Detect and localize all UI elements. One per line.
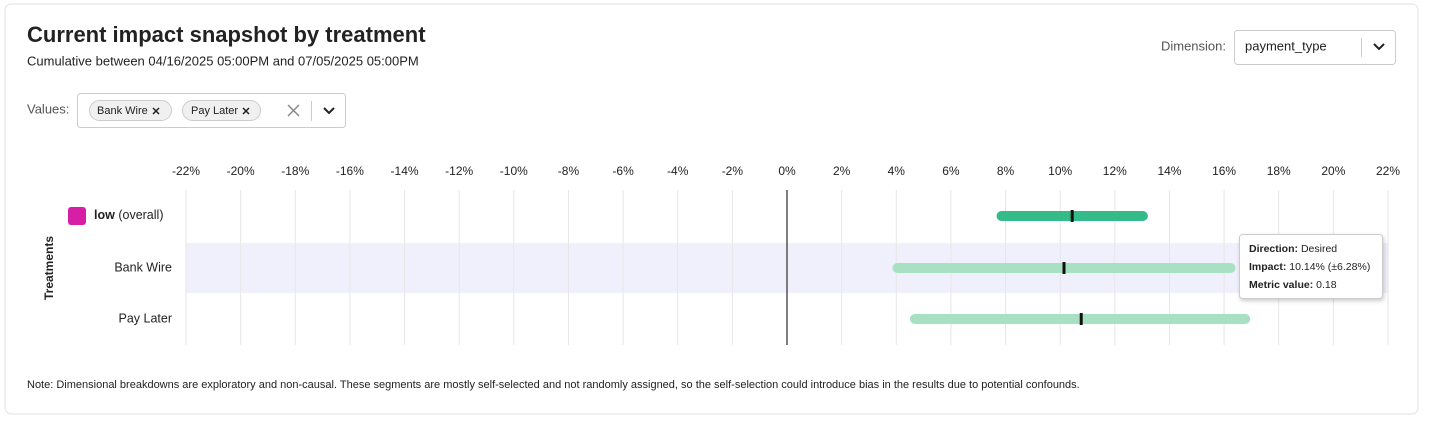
tooltip-value: Desired (1301, 243, 1337, 255)
x-tick-label: 4% (888, 164, 906, 178)
x-tick-label: 20% (1321, 164, 1345, 178)
chip-label: Bank Wire (97, 105, 148, 117)
chip[interactable] (89, 100, 172, 121)
x-tick-label: -22% (172, 164, 200, 178)
x-tick-label: -20% (227, 164, 255, 178)
point-estimate (1079, 313, 1083, 325)
chip-remove[interactable] (242, 107, 250, 115)
x-tick-label: 14% (1157, 164, 1181, 178)
note: Note: Dimensional breakdowns are explora… (27, 379, 1080, 391)
x-tick-label: 6% (942, 164, 960, 178)
x-tick-label: 8% (997, 164, 1015, 178)
values-select[interactable]: Bank Wire Pay Later (77, 93, 346, 128)
chevron[interactable] (1373, 43, 1385, 51)
y-axis-label: Treatments (42, 236, 56, 300)
x-tick-label: -8% (558, 164, 580, 178)
tooltip-value: 0.18 (1316, 279, 1337, 291)
x-tick-label: 16% (1212, 164, 1236, 178)
card (4, 3, 1419, 415)
x-tick-label: 22% (1376, 164, 1400, 178)
chip-remove[interactable] (152, 107, 160, 115)
x-tick-label: -10% (500, 164, 528, 178)
x-tick-label: 10% (1048, 164, 1072, 178)
x-tick-label: 0% (778, 164, 796, 178)
x-tick-label: -18% (281, 164, 309, 178)
tooltip-box (1239, 234, 1383, 299)
tooltip-key: Impact: (1249, 261, 1286, 273)
chart-title: Current impact snapshot by treatment (27, 22, 426, 47)
chevron[interactable] (323, 107, 335, 115)
tooltip-value: 10.14% (±6.28%) (1289, 261, 1370, 273)
row-label: low (overall) (94, 208, 163, 222)
tooltip-line: Metric value: 0.18 (1249, 279, 1337, 291)
chip[interactable] (182, 100, 261, 121)
row-label-suffix: (overall) (118, 208, 163, 222)
tooltip-line: Impact: 10.14% (±6.28%) (1249, 261, 1370, 273)
tooltip-line: Direction: Desired (1249, 243, 1337, 255)
row-label-bold: low (94, 208, 115, 222)
chip-label: Pay Later (191, 105, 238, 117)
x-tick-label: -16% (336, 164, 364, 178)
x-tick-label: -6% (612, 164, 634, 178)
values-label: Values: (27, 101, 69, 116)
x-tick-label: -4% (667, 164, 689, 178)
x-tick-label: -12% (445, 164, 473, 178)
x-tick-label: 2% (833, 164, 851, 178)
select-value[interactable]: payment_type (1245, 38, 1327, 53)
row-label: Pay Later (118, 311, 172, 325)
select-box[interactable] (1234, 30, 1396, 65)
tooltip-key: Metric value: (1249, 279, 1313, 291)
dimension-label: Dimension: (1161, 38, 1226, 53)
tooltip: Direction: Desired Impact: 10.14% (±6.28… (1239, 234, 1383, 299)
point-estimate (1070, 210, 1074, 222)
row-label: Bank Wire (114, 260, 172, 274)
clear-button[interactable] (287, 104, 300, 117)
point-estimate (1062, 262, 1066, 274)
x-tick-label: -2% (722, 164, 744, 178)
dimension-select[interactable]: payment_type (1234, 30, 1396, 65)
x-tick-label: 18% (1267, 164, 1291, 178)
chart-subtitle: Cumulative between 04/16/2025 05:00PM an… (27, 53, 419, 68)
x-tick-label: -14% (391, 164, 419, 178)
tooltip-key: Direction: (1249, 243, 1298, 255)
legend-swatch (68, 207, 86, 225)
x-tick-label: 12% (1103, 164, 1127, 178)
